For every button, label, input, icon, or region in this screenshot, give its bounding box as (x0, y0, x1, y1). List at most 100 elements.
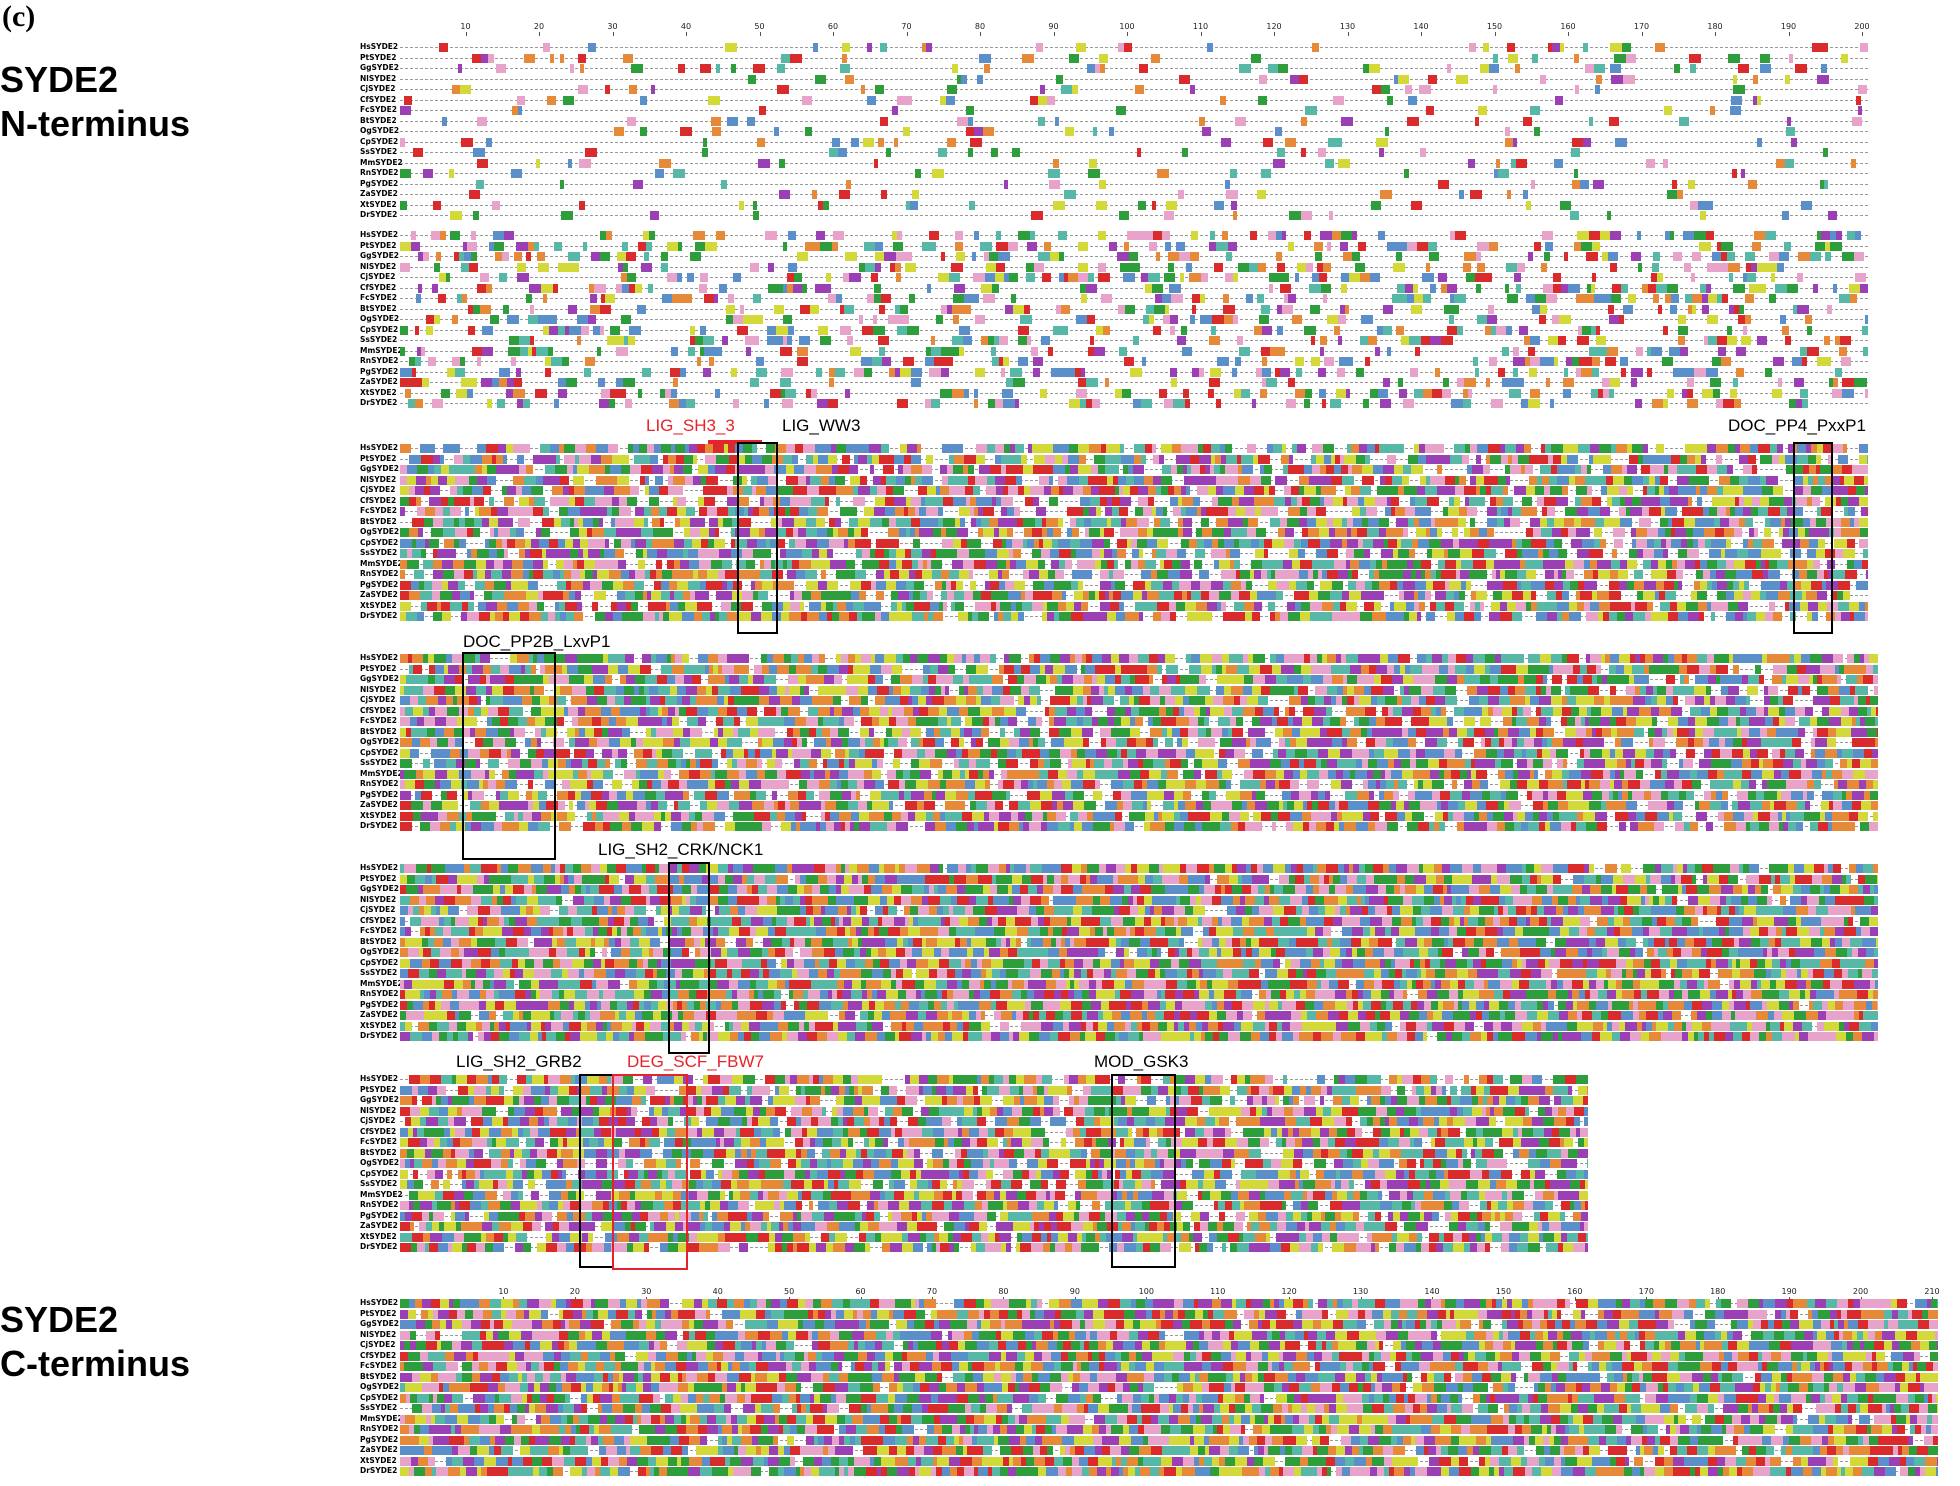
residue-block (585, 148, 597, 157)
sequence-row (400, 262, 1868, 273)
residue-block (524, 54, 535, 63)
residue-block (1855, 273, 1866, 282)
residue-block (903, 127, 910, 136)
residue-block (606, 231, 612, 240)
residue-block (825, 284, 831, 293)
gap-line (400, 205, 1868, 207)
residue-block (1189, 273, 1201, 282)
residue-block (1026, 263, 1034, 272)
residue-block (753, 294, 761, 303)
residue-block (1282, 231, 1286, 240)
residue-block (1349, 273, 1360, 282)
residue-block (969, 201, 975, 210)
residue-block (1277, 148, 1285, 157)
residue-block (1290, 75, 1299, 84)
residue-block (1376, 138, 1388, 147)
residue-block (1583, 43, 1588, 52)
residue-block (1592, 273, 1596, 282)
residue-block (590, 294, 597, 303)
residue-block (568, 252, 580, 261)
residue-block (517, 96, 525, 105)
residue-block (496, 64, 506, 73)
residue-block (1036, 43, 1043, 52)
residue-block (1760, 284, 1766, 293)
residue-block (1554, 159, 1563, 168)
residue-block (1694, 231, 1706, 240)
residue-block (517, 263, 526, 272)
residue-block (1673, 252, 1682, 261)
residue-block (1214, 201, 1224, 210)
gap-line (400, 79, 1868, 81)
residue-block (832, 138, 840, 147)
residue-block (1249, 263, 1258, 272)
residue-block (708, 96, 720, 105)
residue-block (731, 64, 736, 73)
residue-block (600, 252, 610, 261)
species-name: CjSYDE2 (360, 272, 400, 283)
residue-block (1352, 231, 1357, 240)
residue-block (974, 127, 983, 136)
species-name: MmSYDE2 (360, 158, 400, 169)
residue-block (1404, 169, 1409, 178)
residue-block (1581, 242, 1592, 251)
residue-block (1860, 43, 1868, 52)
residue-block (1408, 96, 1417, 105)
sequence-row (400, 95, 1868, 106)
n-terminus-title: SYDE2 N-terminus (0, 58, 190, 146)
residue-block (1182, 148, 1188, 157)
residue-block (591, 252, 600, 261)
residue-block (1733, 284, 1745, 293)
residue-block (1574, 54, 1579, 63)
residue-block (1483, 43, 1489, 52)
residue-block (1233, 211, 1237, 220)
residue-block (1038, 252, 1050, 261)
residue-block (471, 231, 476, 240)
residue-block (1048, 169, 1060, 178)
ruler-tick-label: 100 (1139, 1287, 1154, 1296)
residue-block (1371, 201, 1381, 210)
species-name: XtSYDE2 (360, 388, 400, 399)
residue-block (947, 138, 956, 147)
residue-block (1810, 252, 1821, 261)
residue-block (1515, 64, 1520, 73)
residue-block (1011, 294, 1016, 303)
residue-block (1312, 43, 1319, 52)
residue-block (966, 127, 974, 136)
residue-block (1769, 252, 1779, 261)
residue-block (640, 96, 647, 105)
residue-block (567, 263, 579, 272)
residue-block (1655, 43, 1665, 52)
residue-block (1828, 211, 1837, 220)
residue-block (1044, 242, 1051, 251)
residue-block (547, 96, 556, 105)
residue-block (1482, 273, 1492, 282)
residue-block (750, 263, 759, 272)
residue-block (892, 106, 898, 115)
residue-block (1321, 284, 1331, 293)
residue-block (1426, 106, 1434, 115)
residue-block (1098, 273, 1105, 282)
residue-block (915, 169, 921, 178)
species-name: HsSYDE2 (360, 42, 400, 53)
residue-block (1098, 231, 1106, 240)
residue-block (964, 294, 975, 303)
residue-block (1065, 127, 1074, 136)
residue-block (1263, 138, 1273, 147)
ruler-tick-label: 60 (855, 1287, 865, 1296)
residue-block (1560, 43, 1564, 52)
residue-block (828, 294, 836, 303)
residue-block (966, 106, 974, 115)
residue-block (1607, 211, 1611, 220)
sequence-row (400, 74, 1868, 85)
residue-block (719, 284, 727, 293)
residue-block (1821, 231, 1830, 240)
residue-block (1555, 96, 1563, 105)
residue-block (1438, 180, 1449, 189)
residue-block (1470, 190, 1482, 199)
residue-block (1776, 159, 1785, 168)
residue-block (534, 242, 539, 251)
residue-block (1789, 54, 1793, 63)
residue-block (1589, 117, 1593, 126)
residue-block (1277, 263, 1285, 272)
residue-block (1775, 284, 1787, 293)
